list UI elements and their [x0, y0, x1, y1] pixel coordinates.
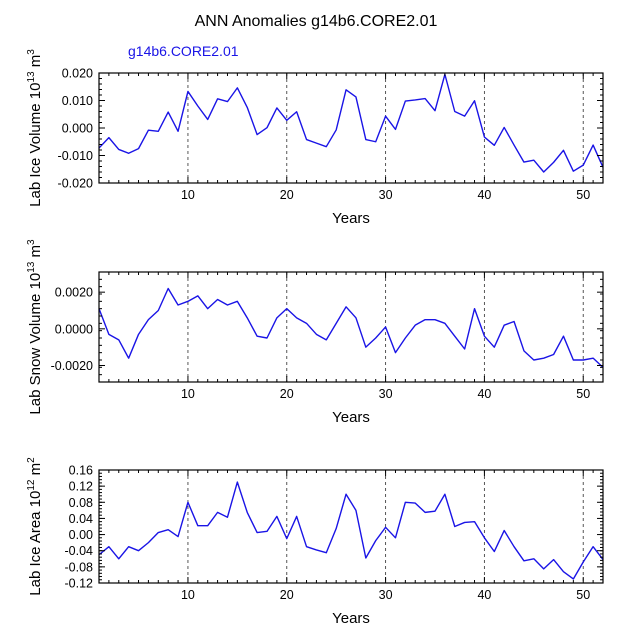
panel-ice-area: 10 20 30 40 50 -0.12 -0.08 -0.04 0.00 0.04 0.08 0.1… — [26, 457, 604, 627]
y-tick-label: 0.000 — [62, 122, 93, 136]
panel-ice-volume: 10 20 30 40 50 -0.020 -0.010 0.000 0.010 0.020 Yea… — [26, 49, 604, 227]
y-tick-label: 0.16 — [69, 464, 93, 478]
y-tick-label: 0.0020 — [55, 286, 93, 300]
x-tick-label: 20 — [280, 588, 294, 602]
x-tick-label: 10 — [181, 387, 195, 401]
chart-title: ANN Anomalies g14b6.CORE2.01 — [195, 13, 438, 30]
y-tick-label: -0.04 — [65, 544, 94, 558]
y-tick-label: -0.020 — [58, 177, 93, 191]
chart-panels: 10 20 30 40 50 -0.020 -0.010 0.000 0.010 0.020 Yea… — [26, 49, 604, 627]
x-tick-label: 30 — [379, 188, 393, 202]
panel-snow-volume: 10 20 30 40 50 -0.0020 0.0000 0.0020 Years Lab Sn… — [26, 239, 604, 426]
x-tick-label: 20 — [280, 387, 294, 401]
series-line-snow-volume — [98, 287, 604, 368]
x-tick-label: 50 — [576, 387, 590, 401]
x-tick-label: 10 — [181, 188, 195, 202]
x-tick-label: 10 — [181, 588, 195, 602]
y-axis-label: Lab Ice Area 1012 m2 — [26, 457, 44, 596]
x-tick-label: 40 — [477, 387, 491, 401]
y-tick-label: 0.020 — [62, 67, 93, 81]
y-tick-label: 0.04 — [69, 512, 93, 526]
x-tick-label: 50 — [576, 588, 590, 602]
series-line-ice-volume — [98, 73, 604, 173]
y-tick-label: 0.12 — [69, 480, 93, 494]
x-tick-label: 50 — [576, 188, 590, 202]
x-axis-label: Years — [332, 409, 370, 426]
y-tick-label: -0.12 — [65, 577, 94, 591]
x-axis-label: Years — [332, 610, 370, 627]
x-tick-label: 30 — [379, 588, 393, 602]
y-axis-label: Lab Ice Volume 1013 m3 — [26, 49, 44, 207]
y-tick-label: 0.00 — [69, 528, 93, 542]
y-axis-label: Lab Snow Volume 1013 m3 — [26, 239, 44, 415]
x-tick-label: 40 — [477, 588, 491, 602]
plot-frame — [98, 72, 604, 184]
y-tick-label: -0.08 — [65, 560, 94, 574]
series-line-ice-area — [98, 481, 604, 580]
y-tick-label: 0.0000 — [55, 322, 93, 336]
y-tick-label: 0.08 — [69, 496, 93, 510]
legend-label: g14b6.CORE2.01 — [128, 43, 239, 59]
x-tick-label: 20 — [280, 188, 294, 202]
x-tick-label: 40 — [477, 188, 491, 202]
x-axis-label: Years — [332, 210, 370, 227]
y-tick-label: -0.010 — [58, 149, 93, 163]
plot-frame — [98, 469, 604, 584]
y-tick-label: 0.010 — [62, 94, 93, 108]
plot-frame — [98, 271, 604, 383]
x-tick-label: 30 — [379, 387, 393, 401]
y-tick-label: -0.0020 — [51, 359, 93, 373]
